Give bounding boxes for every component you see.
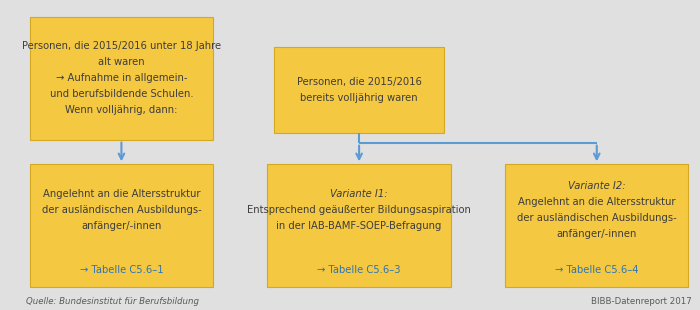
- Text: Variante I2:: Variante I2:: [568, 181, 626, 191]
- Text: → Tabelle C5.6–1: → Tabelle C5.6–1: [80, 265, 163, 275]
- FancyBboxPatch shape: [30, 17, 213, 140]
- FancyBboxPatch shape: [274, 47, 444, 134]
- Text: Personen, die 2015/2016 unter 18 Jahre: Personen, die 2015/2016 unter 18 Jahre: [22, 41, 221, 51]
- Text: → Aufnahme in allgemein-: → Aufnahme in allgemein-: [56, 73, 187, 83]
- Text: und berufsbildende Schulen.: und berufsbildende Schulen.: [50, 89, 193, 99]
- Text: Wenn volljährig, dann:: Wenn volljährig, dann:: [65, 105, 178, 115]
- Text: BIBB-Datenreport 2017: BIBB-Datenreport 2017: [591, 297, 692, 306]
- Text: alt waren: alt waren: [98, 57, 145, 67]
- Text: in der IAB-BAMF-SOEP-Befragung: in der IAB-BAMF-SOEP-Befragung: [276, 221, 442, 231]
- Text: anfänger/-innen: anfänger/-innen: [556, 229, 637, 239]
- Text: Quelle: Bundesinstitut für Berufsbildung: Quelle: Bundesinstitut für Berufsbildung: [27, 297, 199, 306]
- FancyBboxPatch shape: [267, 164, 451, 287]
- FancyBboxPatch shape: [505, 164, 688, 287]
- Text: der ausländischen Ausbildungs-: der ausländischen Ausbildungs-: [41, 205, 202, 215]
- Text: Entsprechend geäußerter Bildungsaspiration: Entsprechend geäußerter Bildungsaspirati…: [247, 205, 471, 215]
- FancyBboxPatch shape: [30, 164, 213, 287]
- Text: Personen, die 2015/2016: Personen, die 2015/2016: [297, 78, 421, 87]
- Text: anfänger/-innen: anfänger/-innen: [81, 221, 162, 231]
- Text: Angelehnt an die Altersstruktur: Angelehnt an die Altersstruktur: [43, 189, 200, 199]
- Text: → Tabelle C5.6–4: → Tabelle C5.6–4: [555, 265, 638, 275]
- Text: Angelehnt an die Altersstruktur: Angelehnt an die Altersstruktur: [518, 197, 676, 207]
- Text: Variante I1:: Variante I1:: [330, 189, 388, 199]
- Text: bereits volljährig waren: bereits volljährig waren: [300, 94, 418, 104]
- Text: → Tabelle C5.6–3: → Tabelle C5.6–3: [317, 265, 401, 275]
- Text: der ausländischen Ausbildungs-: der ausländischen Ausbildungs-: [517, 213, 677, 223]
